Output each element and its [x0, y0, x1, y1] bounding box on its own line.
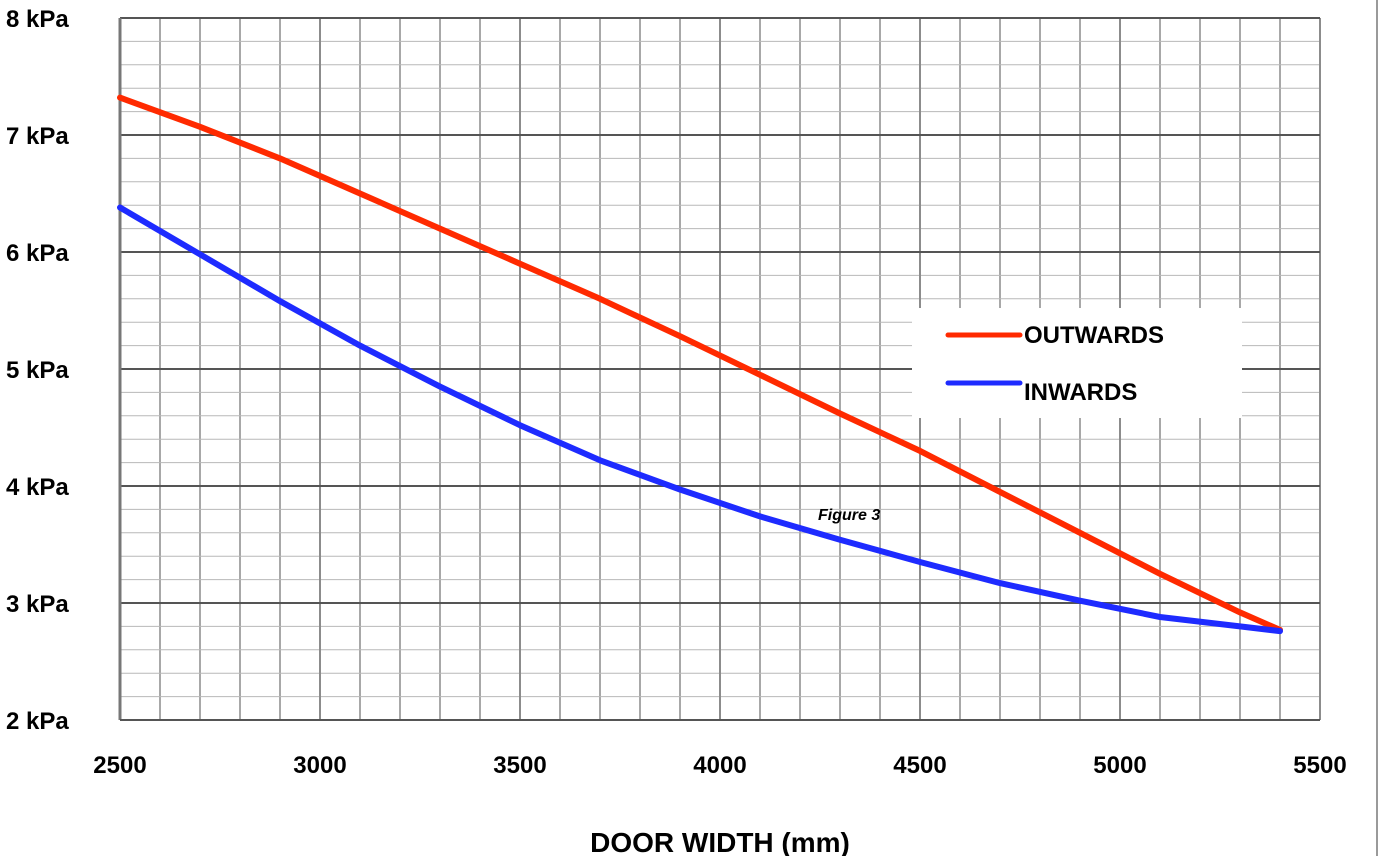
- legend-label-outwards: OUTWARDS: [1024, 322, 1164, 349]
- legend-label-inwards: INWARDS: [1024, 379, 1137, 406]
- x-tick-label: 3000: [293, 752, 346, 779]
- tick-labels: 2 kPa 3 kPa 4 kPa 5 kPa 6 kPa 7 kPa 8 kPa 2500 3…: [6, 6, 1347, 779]
- x-axis-title: DOOR WIDTH (mm): [590, 827, 850, 856]
- x-tick-label: 2500: [93, 752, 146, 779]
- x-tick-label: 5500: [1293, 752, 1346, 779]
- y-tick-label: 2 kPa: [6, 708, 69, 735]
- x-tick-label: 4500: [893, 752, 946, 779]
- y-tick-label: 6 kPa: [6, 240, 69, 267]
- y-tick-label: 7 kPa: [6, 123, 69, 150]
- x-tick-label: 3500: [493, 752, 546, 779]
- legend: OUTWARDS INWARDS: [912, 308, 1242, 418]
- series-lines: [117, 94, 1283, 635]
- series-line-inwards: [117, 204, 1283, 635]
- y-tick-label: 5 kPa: [6, 357, 69, 384]
- series-line-outwards: [117, 94, 1283, 633]
- x-tick-label: 5000: [1093, 752, 1146, 779]
- x-tick-label: 4000: [693, 752, 746, 779]
- figure-annotation: Figure 3: [818, 507, 880, 524]
- y-tick-label: 8 kPa: [6, 6, 69, 33]
- y-tick-label: 4 kPa: [6, 474, 69, 501]
- y-tick-label: 3 kPa: [6, 591, 69, 618]
- legend-box: [912, 308, 1242, 418]
